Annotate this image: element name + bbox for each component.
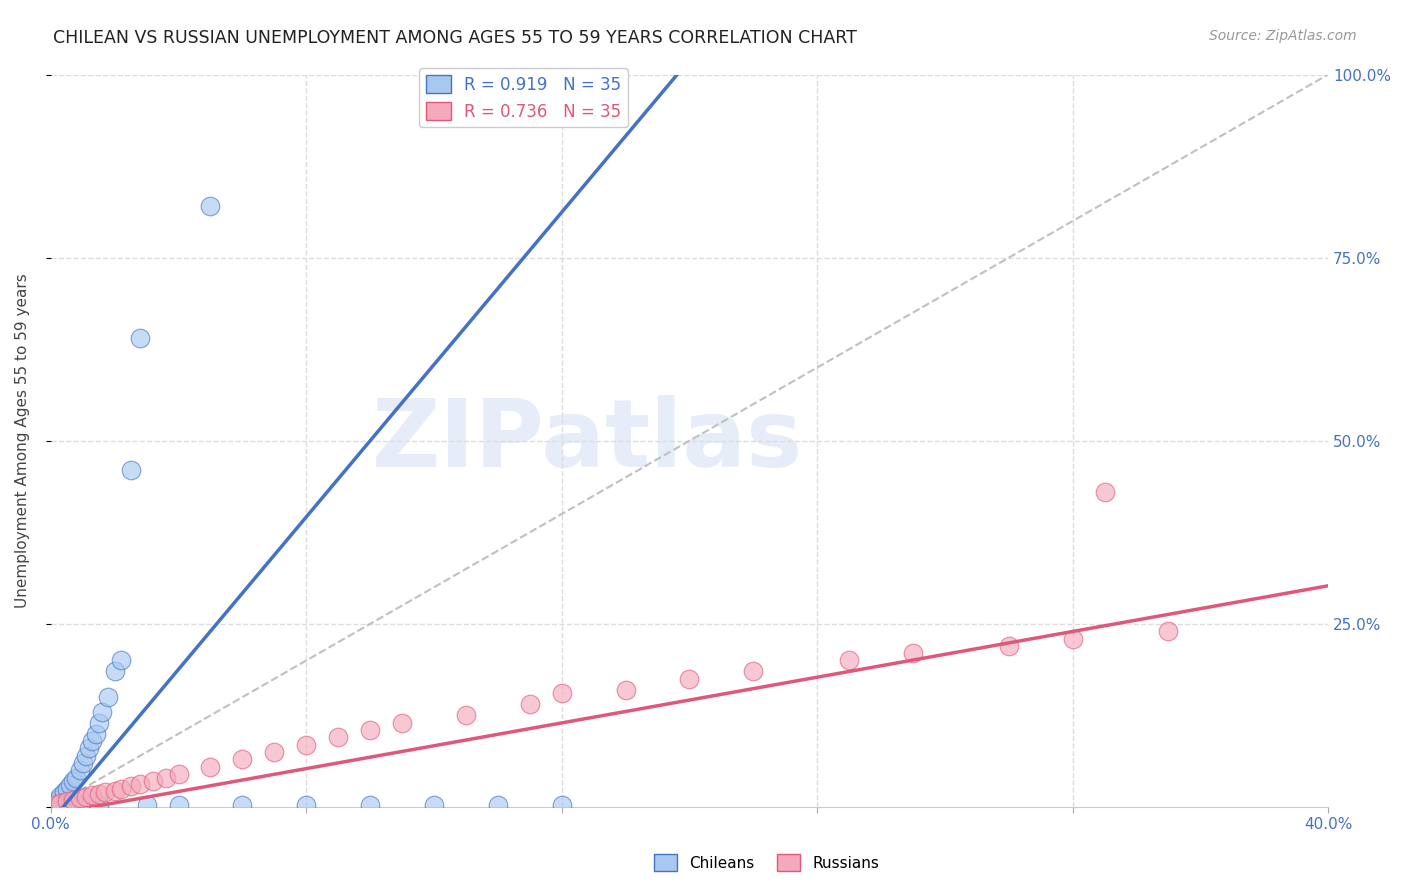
Point [65,771,87,785]
Point [46,792,69,806]
Point [59,778,82,792]
Point [129,776,152,790]
Point [1062,632,1084,646]
Point [295,797,318,812]
Point [551,797,574,812]
Point [104,665,127,679]
Point [72,756,94,770]
Point [42,797,65,812]
Point [838,653,860,667]
Text: Source: ZipAtlas.com: Source: ZipAtlas.com [1209,29,1357,43]
Point [359,797,381,812]
Point [1094,485,1116,500]
Point [1157,624,1180,639]
Point [97,690,120,705]
Point [200,760,222,774]
Point [82,789,104,803]
Point [42,797,65,811]
Point [77,741,100,756]
Point [167,767,190,781]
Text: ZIPatlas: ZIPatlas [371,395,803,487]
Point [59,797,82,812]
Point [454,708,477,723]
Point [135,797,157,812]
Point [120,780,142,794]
Point [46,797,69,812]
Point [167,797,190,812]
Point [263,745,285,759]
Point [56,781,79,796]
Point [901,646,924,660]
Point [69,797,91,812]
Point [359,723,381,737]
Point [998,639,1021,653]
Legend: R = 0.919   N = 35, R = 0.736   N = 35: R = 0.919 N = 35, R = 0.736 N = 35 [419,68,628,128]
Point [423,797,446,812]
Point [110,781,132,796]
Point [94,785,117,799]
Point [52,785,75,799]
Point [129,331,152,345]
Point [87,797,110,812]
Point [87,715,110,730]
Point [69,791,91,805]
Point [742,665,765,679]
Point [328,731,350,745]
Point [231,752,253,766]
Text: CHILEAN VS RUSSIAN UNEMPLOYMENT AMONG AGES 55 TO 59 YEARS CORRELATION CHART: CHILEAN VS RUSSIAN UNEMPLOYMENT AMONG AG… [53,29,858,46]
Y-axis label: Unemployment Among Ages 55 to 59 years: Unemployment Among Ages 55 to 59 years [15,273,30,608]
Point [104,784,127,798]
Point [678,672,700,686]
Point [82,734,104,748]
Point [614,682,637,697]
Point [87,787,110,801]
Point [49,796,72,810]
Point [231,797,253,812]
Point [120,463,142,477]
Point [90,705,112,719]
Point [69,764,91,778]
Point [49,797,72,812]
Point [391,715,413,730]
Point [155,771,177,785]
Point [200,199,222,213]
Point [110,653,132,667]
Point [56,794,79,808]
Point [75,789,97,804]
Point [49,789,72,803]
Point [551,686,574,700]
Point [75,748,97,763]
Point [62,792,84,806]
Legend: Chileans, Russians: Chileans, Russians [648,848,884,877]
Point [519,698,541,712]
Point [142,773,165,788]
Point [84,727,107,741]
Point [62,774,84,789]
Point [486,797,509,812]
Point [295,738,318,752]
